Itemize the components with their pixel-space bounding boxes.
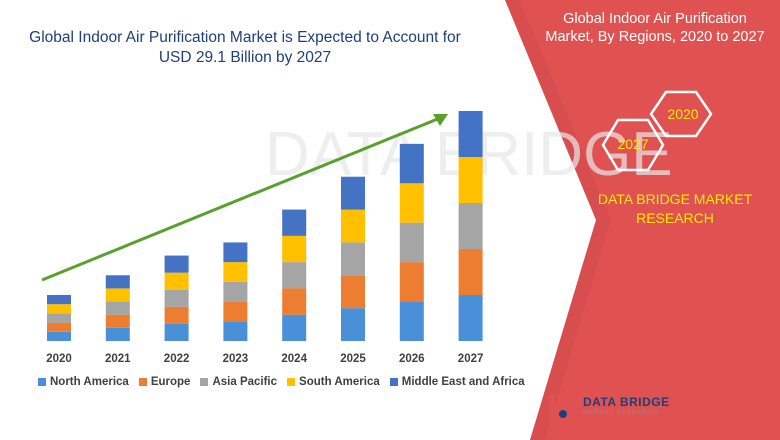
x-tick-label: 2020: [46, 353, 72, 365]
bar-segment-2022-4: [164, 255, 189, 273]
bar-segment-2027-1: [458, 249, 483, 295]
bar-segment-2024-3: [282, 235, 307, 263]
x-tick-label: 2025: [340, 353, 366, 365]
bar-segment-2021-3: [105, 288, 130, 302]
bar-segment-2026-2: [399, 222, 424, 263]
legend-item: North America: [38, 376, 129, 388]
legend-swatch: [138, 378, 147, 386]
legend-swatch: [287, 378, 296, 386]
bar-segment-2025-3: [341, 209, 365, 243]
legend-label: Asia Pacific: [212, 376, 278, 388]
trend-arrow-head: [433, 114, 448, 126]
bar-segment-2025-0: [341, 308, 365, 341]
bar-segment-2024-0: [282, 314, 307, 341]
hex-year-end: 2027: [617, 136, 649, 152]
logo-mark-icon: [549, 394, 576, 427]
bar-segment-2020-3: [47, 304, 71, 314]
chart-title: Global Indoor Air Purification Market is…: [29, 29, 461, 66]
bar-segment-2026-3: [399, 183, 424, 223]
bar-segment-2023-2: [223, 281, 248, 302]
legend-item: Europe: [138, 376, 191, 388]
bar-segment-2022-3: [164, 272, 189, 290]
legend-swatch: [200, 378, 209, 386]
bar-segment-2021-0: [105, 327, 130, 341]
bar-segment-2027-4: [458, 111, 483, 157]
x-tick-labels: 2020 2021 2022 2023 2024 2025 2026 2027: [46, 353, 483, 365]
bar-segment-2025-4: [341, 176, 365, 210]
bars-group: [47, 111, 483, 341]
x-tick-label: 2021: [105, 353, 131, 365]
bar-segment-2022-1: [164, 306, 189, 324]
legend-swatch: [389, 378, 398, 386]
bar-segment-2024-2: [282, 262, 307, 289]
bar-segment-2023-1: [223, 301, 248, 322]
x-tick-label: 2022: [164, 353, 190, 365]
bar-segment-2021-4: [105, 275, 130, 289]
bar-segment-2021-2: [105, 301, 130, 315]
bar-segment-2025-1: [341, 275, 365, 309]
bar-segment-2023-3: [223, 262, 248, 282]
bar-segment-2023-4: [223, 242, 248, 263]
bar-segment-2024-4: [282, 209, 307, 236]
x-tick-label: 2023: [223, 353, 249, 365]
legend-item: Asia Pacific: [200, 376, 277, 388]
legend-swatch: [38, 378, 46, 386]
logo-name: DATA BRIDGE: [583, 395, 670, 409]
logo-tagline: MARKET RESEARCH: [583, 410, 658, 416]
bar-segment-2024-1: [282, 288, 307, 315]
bar-segment-2021-1: [105, 314, 130, 328]
bar-segment-2027-2: [458, 203, 483, 249]
legend-item: South America: [287, 376, 380, 388]
x-tick-label: 2026: [399, 353, 425, 365]
bar-segment-2020-2: [47, 313, 71, 323]
logo: DATA BRIDGE MARKET RESEARCH: [545, 390, 675, 430]
trend-arrow-line: [41, 116, 441, 282]
legend: North America Europe Asia Pacific South Ame…: [38, 376, 525, 388]
bar-segment-2022-2: [164, 289, 189, 307]
legend-item: Middle East and Africa: [389, 376, 525, 388]
hex-year-start: 2020: [667, 106, 699, 122]
legend-label: South America: [299, 376, 380, 388]
bar-segment-2020-1: [47, 322, 71, 332]
side-panel-shadow: [505, 0, 611, 440]
bar-segment-2026-1: [399, 262, 424, 302]
x-tick-label: 2027: [458, 353, 484, 365]
bar-segment-2022-0: [164, 323, 189, 341]
bar-segment-2023-0: [223, 321, 248, 341]
legend-label: Europe: [150, 376, 191, 388]
bar-segment-2027-0: [458, 295, 483, 341]
side-panel-title: Global Indoor Air Purification Market, B…: [545, 11, 765, 45]
bar-segment-2020-4: [47, 295, 71, 305]
hexagon-2020: [649, 90, 713, 138]
legend-label: North America: [50, 376, 129, 388]
bar-segment-2026-4: [399, 143, 424, 184]
bar-segment-2025-2: [341, 242, 365, 276]
hexagon-2027: [601, 118, 665, 172]
side-panel: [505, 0, 780, 440]
bar-segment-2020-0: [47, 331, 71, 341]
bar-segment-2027-3: [458, 157, 483, 203]
bar-segment-2026-0: [399, 301, 424, 341]
legend-label: Middle East and Africa: [401, 376, 525, 388]
side-panel-brand: DATA BRIDGE MARKET RESEARCH: [597, 191, 753, 226]
x-tick-label: 2024: [281, 353, 307, 365]
